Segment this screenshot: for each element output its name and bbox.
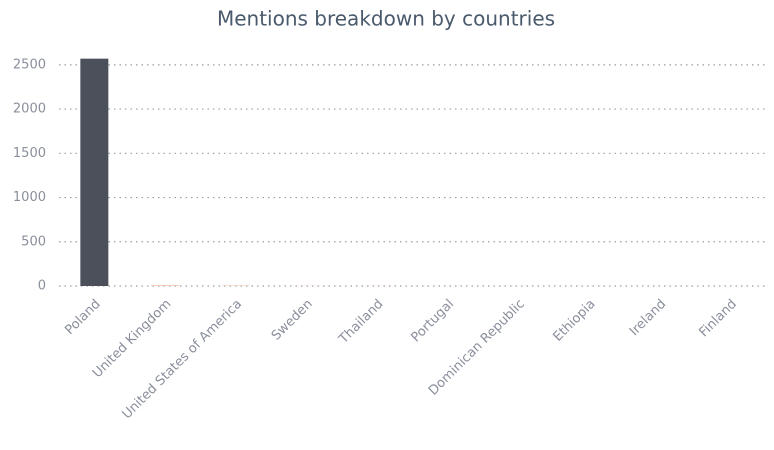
y-tick-label: 1500 (13, 146, 46, 161)
x-tick-label: Portugal (408, 297, 457, 346)
bar (80, 58, 109, 287)
y-tick-label: 2000 (13, 102, 46, 117)
x-tick-label: United States of America (120, 297, 245, 422)
bar (151, 285, 180, 286)
y-tick-label: 2500 (13, 57, 46, 72)
x-tick-label: Ethiopia (551, 297, 599, 345)
chart-title: Mentions breakdown by countries (217, 7, 555, 31)
x-tick-label: Thailand (336, 297, 387, 348)
y-tick-label: 500 (21, 234, 46, 249)
y-tick-label: 1000 (13, 190, 46, 205)
x-tick-label: Poland (62, 297, 103, 338)
y-tick-label: 0 (38, 279, 46, 294)
x-tick-label: Ireland (627, 297, 669, 339)
x-tick-label: Finland (696, 297, 739, 340)
x-tick-label: Sweden (269, 297, 316, 344)
